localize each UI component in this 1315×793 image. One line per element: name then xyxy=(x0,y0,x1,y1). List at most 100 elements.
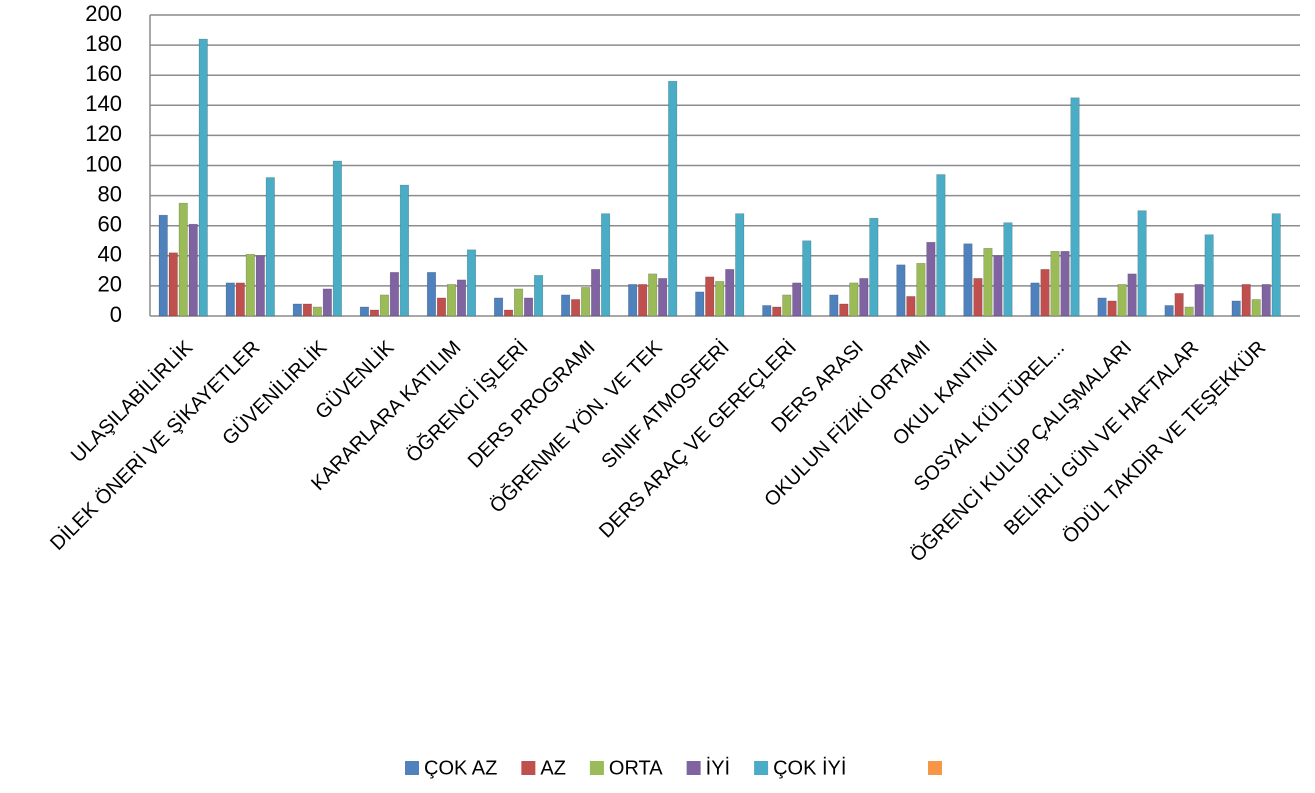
bar xyxy=(1050,250,1060,317)
legend-swatch xyxy=(521,761,536,775)
y-tick-label: 160 xyxy=(85,61,122,86)
y-tick-label: 20 xyxy=(98,272,122,297)
y-tick-label: 0 xyxy=(110,302,122,327)
bar xyxy=(638,284,648,317)
bar xyxy=(725,269,735,317)
bar xyxy=(849,282,859,317)
y-tick-label: 40 xyxy=(98,242,122,267)
y-tick-label: 200 xyxy=(85,1,122,26)
bar xyxy=(1070,97,1080,317)
bar xyxy=(332,160,342,317)
legend-swatch xyxy=(589,761,604,775)
bar xyxy=(513,288,524,317)
bar xyxy=(715,281,725,317)
bar xyxy=(1204,234,1214,317)
bar xyxy=(1040,269,1050,317)
bar xyxy=(426,272,437,317)
bar xyxy=(1030,282,1040,317)
legend-label: AZ xyxy=(540,757,566,779)
bar xyxy=(1184,306,1194,317)
x-tick-label: DERS PROGRAMI xyxy=(464,337,600,473)
bar xyxy=(446,284,457,317)
bar xyxy=(1164,305,1174,317)
bar xyxy=(245,253,255,317)
bar xyxy=(399,184,409,317)
bar xyxy=(379,294,389,317)
bar xyxy=(1107,300,1117,317)
bar xyxy=(869,217,879,317)
legend-swatch xyxy=(928,761,942,775)
bar xyxy=(973,278,983,317)
bar xyxy=(1231,300,1241,317)
bar xyxy=(265,177,275,317)
bar xyxy=(1097,297,1107,317)
bar xyxy=(762,305,772,317)
bar xyxy=(533,275,544,317)
bar xyxy=(198,38,208,317)
bar xyxy=(1003,222,1013,317)
legend-label: ÇOK İYİ xyxy=(773,756,846,779)
bar xyxy=(926,241,936,317)
bar xyxy=(772,306,782,317)
bar xyxy=(188,223,198,317)
bar xyxy=(829,294,839,317)
bar xyxy=(302,303,312,317)
bar xyxy=(225,282,235,317)
legend-swatch xyxy=(686,761,701,775)
legend-label: İYİ xyxy=(706,756,730,779)
bar xyxy=(802,240,812,317)
bar xyxy=(993,255,1003,317)
bar xyxy=(916,263,926,317)
bar xyxy=(792,282,802,317)
x-tick-label: SINIF ATMOSFERİ xyxy=(597,336,734,473)
legend-swatch xyxy=(754,761,769,775)
bar xyxy=(235,282,245,317)
bar xyxy=(936,174,946,317)
bar xyxy=(1137,210,1147,317)
bar xyxy=(963,243,973,317)
legend-label: ÇOK AZ xyxy=(424,757,497,779)
legend-swatch xyxy=(405,761,419,775)
bar xyxy=(782,294,792,317)
bar xyxy=(1194,284,1204,317)
bar xyxy=(493,297,504,317)
bar xyxy=(178,202,188,317)
bar xyxy=(312,306,322,317)
bar xyxy=(322,288,332,317)
y-tick-label: 60 xyxy=(98,212,122,237)
y-tick-label: 180 xyxy=(85,31,122,56)
bar xyxy=(1060,250,1070,317)
bar xyxy=(896,264,906,317)
bar xyxy=(466,249,477,317)
bar xyxy=(705,276,715,317)
bar xyxy=(628,284,638,317)
bar xyxy=(1251,299,1261,317)
bar xyxy=(1117,284,1127,317)
y-tick-label: 80 xyxy=(98,181,122,206)
bar xyxy=(571,299,581,317)
bar xyxy=(292,303,302,317)
bar xyxy=(591,269,601,317)
x-tick-label: ÖĞRENCİ İŞLERİ xyxy=(402,336,533,467)
x-tick-label: ULAŞILABİLİRLİK xyxy=(66,336,197,467)
bar xyxy=(983,247,993,317)
bar xyxy=(581,287,591,317)
y-tick-label: 140 xyxy=(85,91,122,116)
bar xyxy=(359,306,369,317)
bar xyxy=(561,294,571,317)
bar xyxy=(255,255,265,317)
bar xyxy=(906,296,916,317)
bar xyxy=(369,309,379,317)
bar xyxy=(668,80,678,317)
bar xyxy=(168,252,178,317)
bar xyxy=(658,278,668,317)
bar xyxy=(523,297,534,317)
y-tick-label: 100 xyxy=(85,151,122,176)
legend-label: ORTA xyxy=(609,757,663,779)
bar xyxy=(456,279,467,317)
bar xyxy=(389,272,399,317)
bar xyxy=(695,291,705,317)
bar xyxy=(859,278,869,317)
bar xyxy=(735,213,745,317)
